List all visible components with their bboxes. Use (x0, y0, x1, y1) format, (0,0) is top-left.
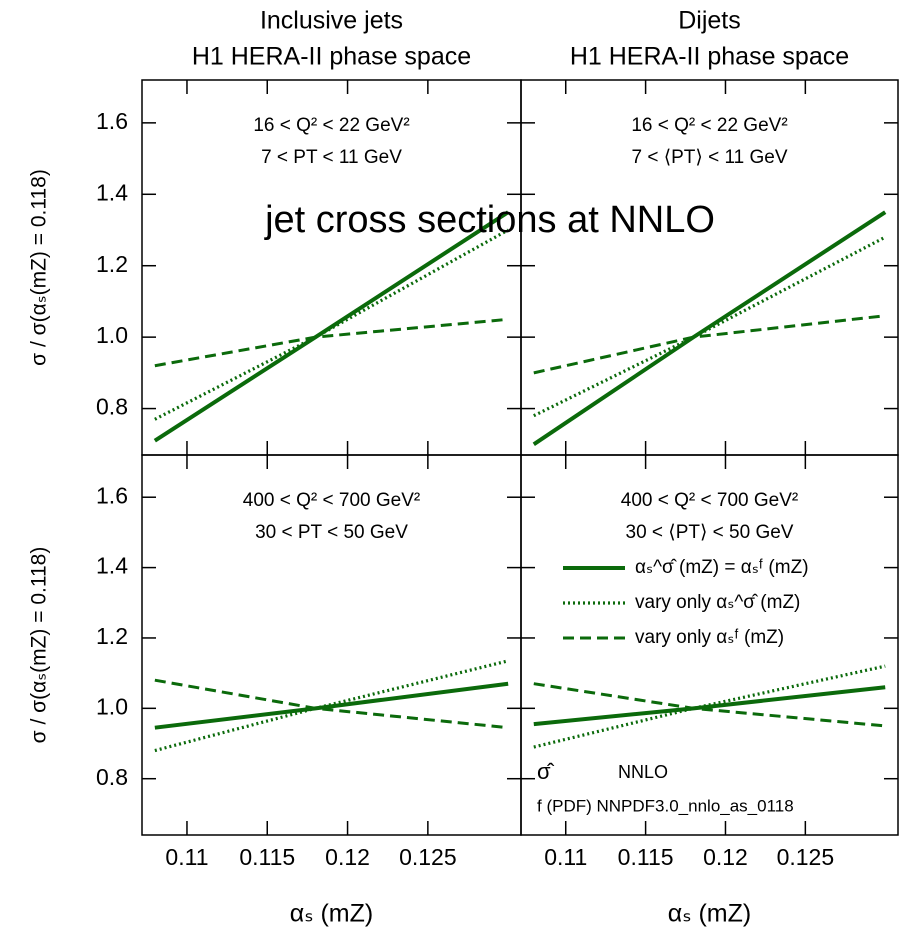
x-tick-label: 0.125 (399, 844, 457, 870)
panel-frame (520, 454, 899, 836)
data-line (154, 317, 509, 368)
y-tick-label: 0.8 (96, 764, 128, 790)
y-tick-label: 1.0 (96, 693, 128, 719)
annotation: 7 < ⟨PT⟩ < 11 GeV (632, 147, 788, 168)
panel-title: Inclusive jets (260, 7, 403, 35)
annotation: 30 < PT < 50 GeV (255, 522, 408, 543)
note: f (PDF) NNPDF3.0_nnlo_as_0118 (537, 796, 794, 815)
annotation: 400 < Q² < 700 GeV² (621, 490, 798, 511)
y-tick-label: 1.0 (96, 322, 128, 348)
panel-subtitle: H1 HERA-II phase space (192, 43, 471, 71)
panel-subtitle: H1 HERA-II phase space (570, 43, 849, 71)
y-tick-label: 1.2 (96, 251, 128, 277)
legend-label: vary only αₛ^σ̂ (mZ) (635, 592, 800, 613)
data-line (154, 678, 509, 730)
x-axis-label: αₛ (mZ) (668, 900, 751, 928)
x-tick-label: 0.115 (239, 844, 295, 870)
y-tick-label: 1.4 (96, 553, 128, 579)
legend-label: αₛ^σ̂ (mZ) = αₛᶠ (mZ) (635, 557, 809, 578)
y-tick-label: 1.2 (96, 623, 128, 649)
y-axis-label: σ / σ(αₛ(mZ) = 0.118) (28, 169, 51, 366)
panel-frame (141, 79, 522, 456)
panel-title: Dijets (678, 7, 741, 35)
overlay-title: jet cross sections at NNLO (264, 199, 715, 241)
x-tick-label: 0.115 (618, 844, 674, 870)
note: NNLO (618, 762, 668, 782)
y-tick-label: 1.6 (96, 108, 128, 134)
panel-frame (141, 454, 522, 836)
x-tick-label: 0.11 (165, 844, 208, 870)
annotation: 16 < Q² < 22 GeV² (631, 115, 787, 136)
x-axis-label: αₛ (mZ) (290, 900, 373, 928)
annotation: 30 < ⟨PT⟩ < 50 GeV (626, 522, 794, 543)
annotation: 400 < Q² < 700 GeV² (243, 490, 420, 511)
legend-label: vary only αₛᶠ (mZ) (635, 627, 784, 648)
x-tick-label: 0.11 (544, 844, 587, 870)
data-line (533, 682, 886, 728)
annotation: 16 < Q² < 22 GeV² (253, 115, 409, 136)
data-line (153, 210, 510, 443)
data-line (533, 664, 886, 749)
x-tick-label: 0.125 (777, 844, 835, 870)
data-line (533, 314, 886, 375)
annotation: 7 < PT < 11 GeV (261, 147, 402, 168)
x-tick-label: 0.12 (325, 844, 370, 870)
x-tick-label: 0.12 (703, 844, 748, 870)
y-tick-label: 1.4 (96, 179, 128, 205)
y-tick-label: 1.6 (96, 482, 128, 508)
y-axis-label: σ / σ(αₛ(mZ) = 0.118) (28, 547, 51, 744)
note: σ̂ (537, 759, 555, 784)
panel-frame (520, 79, 899, 456)
y-tick-label: 0.8 (96, 394, 128, 420)
